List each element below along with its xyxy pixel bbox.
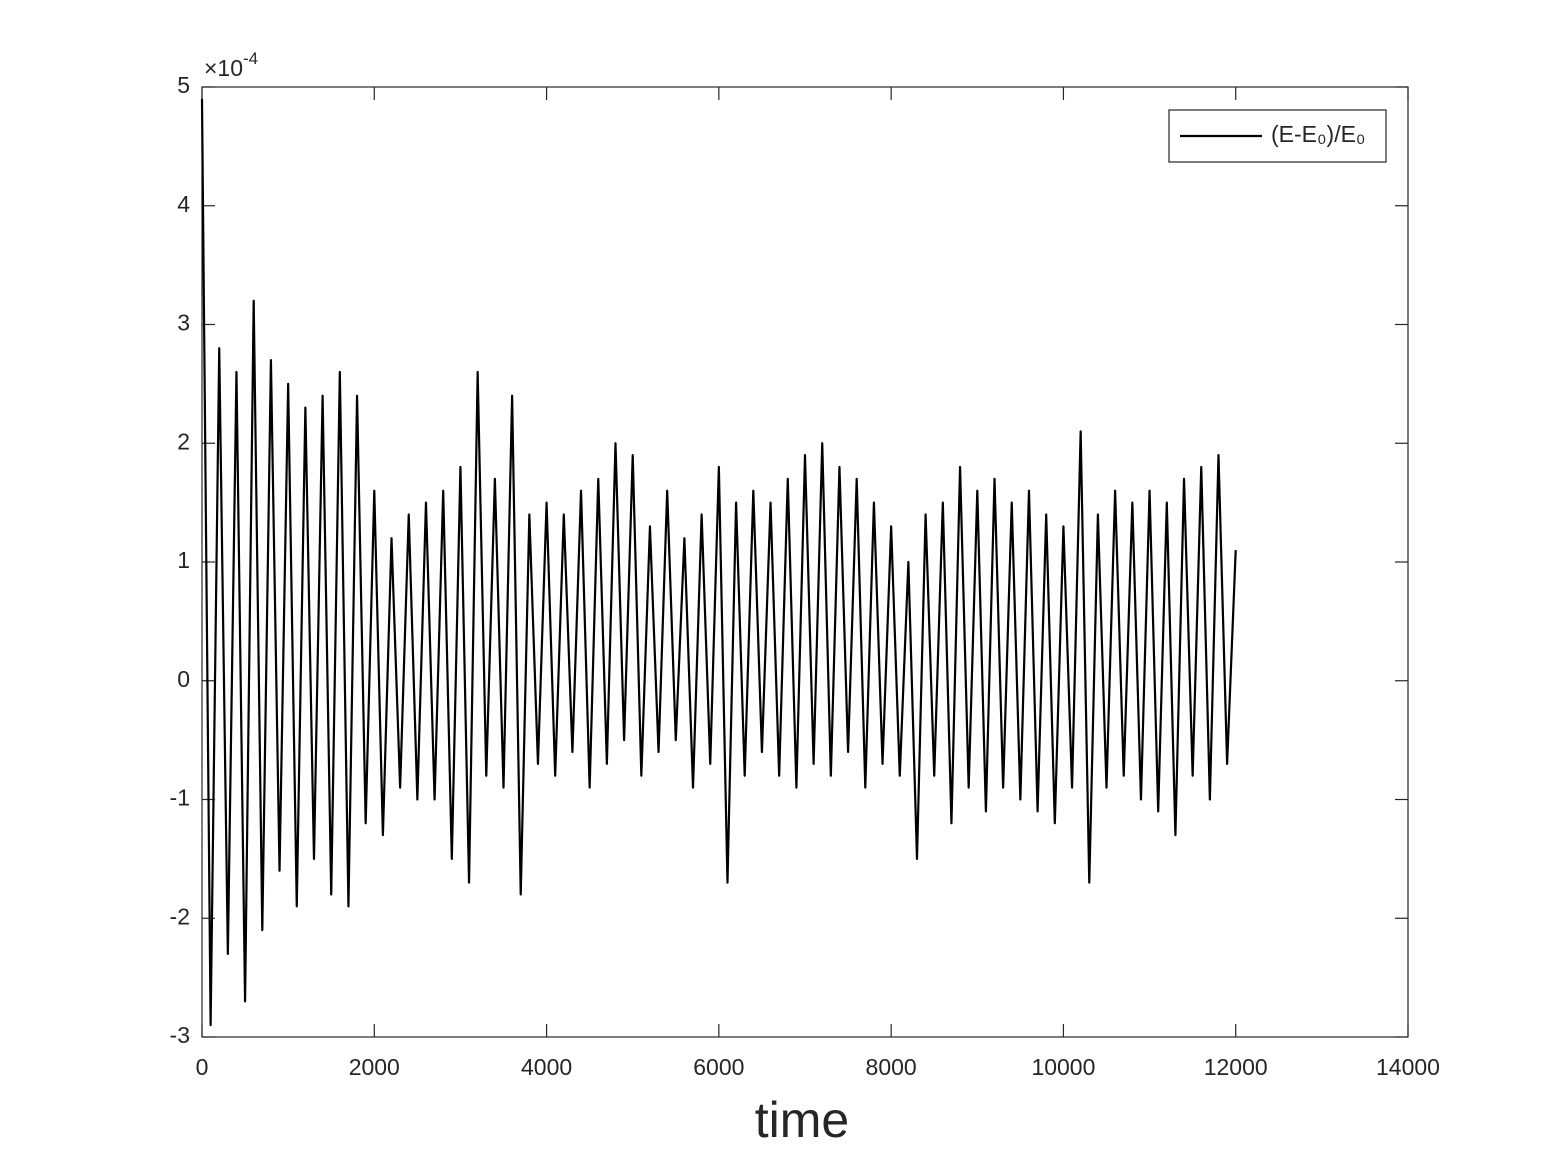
x-tick-label: 10000 xyxy=(1031,1054,1095,1080)
x-tick-label: 0 xyxy=(196,1054,209,1080)
x-tick-label: 6000 xyxy=(693,1054,744,1080)
x-tick-label: 12000 xyxy=(1204,1054,1268,1080)
x-tick-label: 2000 xyxy=(349,1054,400,1080)
x-tick-label: 8000 xyxy=(866,1054,917,1080)
y-tick-label: 3 xyxy=(177,310,190,336)
legend-label: (E-E₀)/E₀ xyxy=(1271,121,1365,147)
series-line xyxy=(200,98,1237,1027)
y-tick-label: -2 xyxy=(170,903,190,929)
y-tick-label: 4 xyxy=(177,191,190,217)
y-exponent-base: ×10 xyxy=(204,55,243,81)
plot-area xyxy=(201,86,1409,1038)
x-axis-label: time xyxy=(755,1092,849,1148)
y-tick-label: 0 xyxy=(177,666,190,692)
y-exponent-power: -4 xyxy=(243,49,258,68)
y-exponent: ×10-4 xyxy=(204,49,258,81)
x-tick-label: 14000 xyxy=(1376,1054,1440,1080)
y-tick-label: -3 xyxy=(170,1022,190,1048)
y-tick-label: 5 xyxy=(177,72,190,98)
y-tick-label: 1 xyxy=(177,547,190,573)
x-tick-label: 4000 xyxy=(521,1054,572,1080)
y-tick-label: 2 xyxy=(177,428,190,454)
y-tick-label: -1 xyxy=(170,785,190,811)
